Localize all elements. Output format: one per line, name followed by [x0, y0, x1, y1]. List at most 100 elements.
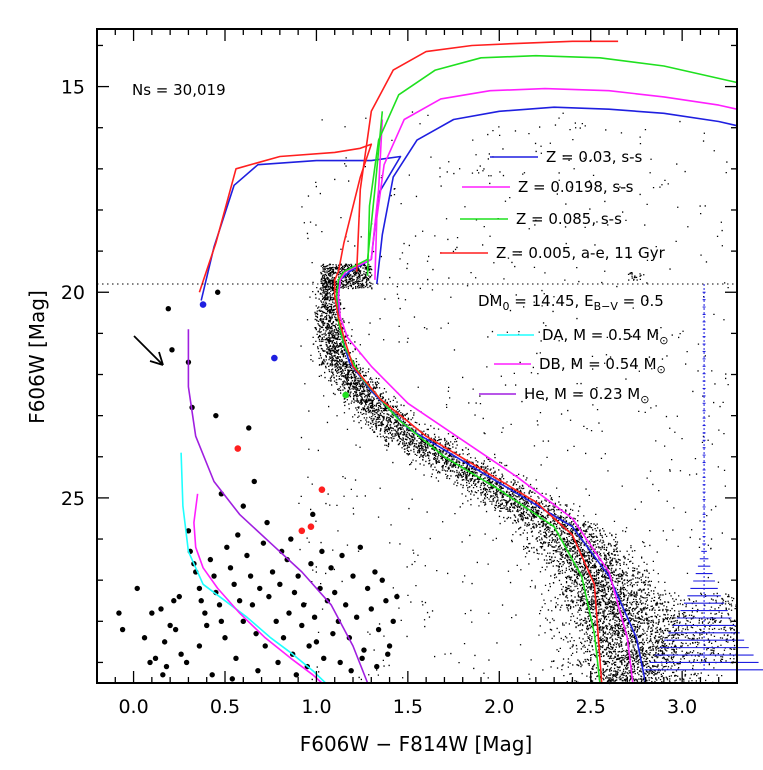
series-line [337, 119, 634, 684]
x-tick-label: 1.5 [393, 696, 423, 718]
wd-candidate-point [178, 651, 184, 657]
y-tick-label: 25 [61, 488, 85, 510]
wd-candidate-point [149, 610, 155, 616]
wd-candidate-point [299, 622, 305, 629]
wd-candidate-point [284, 556, 290, 563]
highlight-point [342, 391, 349, 399]
x-tick-label: 1.0 [301, 696, 331, 718]
wd-candidate-point [342, 602, 349, 608]
wd-candidate-point [273, 618, 279, 625]
wd-candidate-point [204, 622, 210, 629]
wd-candidate-point [339, 552, 345, 559]
wd-candidate-point [266, 593, 272, 600]
arrow-shaft [133, 335, 164, 366]
legend-label-db: DB, M = 0.54 M⊙ [539, 355, 666, 376]
legend-label-z0085: Z = 0.085, s-s [516, 210, 622, 228]
wd-candidate-point [183, 659, 190, 666]
wd-candidate-point [374, 663, 380, 670]
plot-frame [96, 28, 738, 684]
wd-candidate-point [357, 544, 364, 550]
series-line [187, 329, 369, 684]
wd-candidate-point [353, 614, 360, 620]
wd-candidate-point [337, 659, 343, 666]
wd-candidate-point [253, 630, 259, 637]
distance-modulus-note: DM0 = 14.45, EB−V = 0.5 [478, 292, 664, 313]
wd-candidate-point [209, 672, 215, 678]
wd-candidate-point [176, 593, 182, 600]
wd-candidate-point [280, 635, 287, 641]
series-line [200, 155, 647, 684]
wd-candidate-point [348, 667, 354, 674]
wd-candidate-point [171, 598, 177, 604]
wd-candidate-point [390, 618, 396, 625]
series-line [374, 87, 738, 280]
wd-candidate-point [321, 655, 327, 662]
wd-candidate-point [216, 602, 223, 608]
wd-candidate-point [213, 412, 219, 419]
ns-annotation: Ns = 30,019 [132, 81, 226, 99]
wd-candidate-point [218, 618, 225, 625]
wd-candidate-point [359, 655, 365, 662]
wd-candidate-point [394, 593, 400, 600]
y-axis-label: F606W [Mag] [25, 290, 49, 424]
wd-candidate-point [196, 643, 203, 649]
wd-candidate-point [213, 589, 219, 596]
wd-candidate-point [231, 581, 237, 587]
wd-candidate-point [275, 659, 281, 666]
wd-candidate-point [163, 663, 170, 670]
isochrone-curves-layer [180, 40, 738, 684]
wd-candidate-point [160, 672, 166, 678]
wd-candidate-point [375, 626, 382, 633]
wd-candidate-point [141, 635, 148, 641]
highlight-point [307, 523, 315, 530]
wd-candidate-point [311, 614, 318, 620]
wd-candidate-point [147, 659, 153, 666]
wd-candidate-point [240, 503, 246, 509]
wd-candidate-point [169, 347, 175, 353]
highlight-point [271, 354, 278, 362]
wd-candidate-point [308, 561, 314, 567]
legend-isochrones: Z = 0.03, s-s Z = 0.0198, s-s Z = 0.085,… [440, 148, 666, 262]
wd-candidate-point [251, 478, 257, 485]
wd-candidate-point [233, 655, 239, 662]
wd-candidate-point [198, 598, 204, 604]
wd-candidate-point [196, 585, 203, 592]
wd-candidate-point [152, 655, 159, 662]
series-line [193, 493, 323, 684]
wd-candidate-point [364, 585, 371, 592]
wd-candidate-point [295, 573, 301, 579]
legend-label-z00198: Z = 0.0198, s-s [518, 178, 634, 196]
wd-candidate-point [257, 585, 263, 592]
wd-candidate-point [249, 602, 256, 608]
wd-candidate-point [269, 569, 276, 575]
wd-candidate-point [361, 647, 367, 653]
series-line [376, 106, 738, 285]
wd-candidate-point [383, 598, 389, 604]
x-tick-label: 2.5 [576, 696, 606, 718]
wd-candidate-point [291, 589, 298, 596]
wd-candidate-point [264, 519, 270, 526]
wd-candidate-point [260, 540, 267, 546]
series-line [355, 40, 619, 272]
wd-candidate-point [119, 626, 126, 633]
highlight-point [234, 445, 242, 452]
wd-candidate-point [277, 581, 283, 587]
wd-candidate-point [368, 606, 374, 612]
wd-candidate-point [158, 606, 164, 612]
wd-candidate-point [214, 289, 221, 295]
highlight-point [298, 527, 306, 535]
x-axis-label: F606W − F814W [Mag] [300, 732, 533, 756]
highlight-points-layer [199, 301, 349, 535]
wd-candidate-point [300, 602, 307, 608]
axis-ticks-layer: 0.0 0.5 1.0 1.5 2.0 2.5 3.0 15 20 25 [61, 29, 738, 718]
legend-label-he: He, M = 0.23 M⊙ [524, 385, 649, 406]
highlight-point [318, 486, 326, 493]
wd-candidate-point [161, 639, 168, 645]
wd-candidate-point [211, 573, 217, 579]
highlight-point [199, 301, 207, 308]
y-tick-label: 20 [61, 282, 85, 304]
wd-candidate-point [227, 565, 234, 571]
x-tick-label: 0.0 [118, 696, 148, 718]
wd-candidate-point [255, 667, 261, 674]
